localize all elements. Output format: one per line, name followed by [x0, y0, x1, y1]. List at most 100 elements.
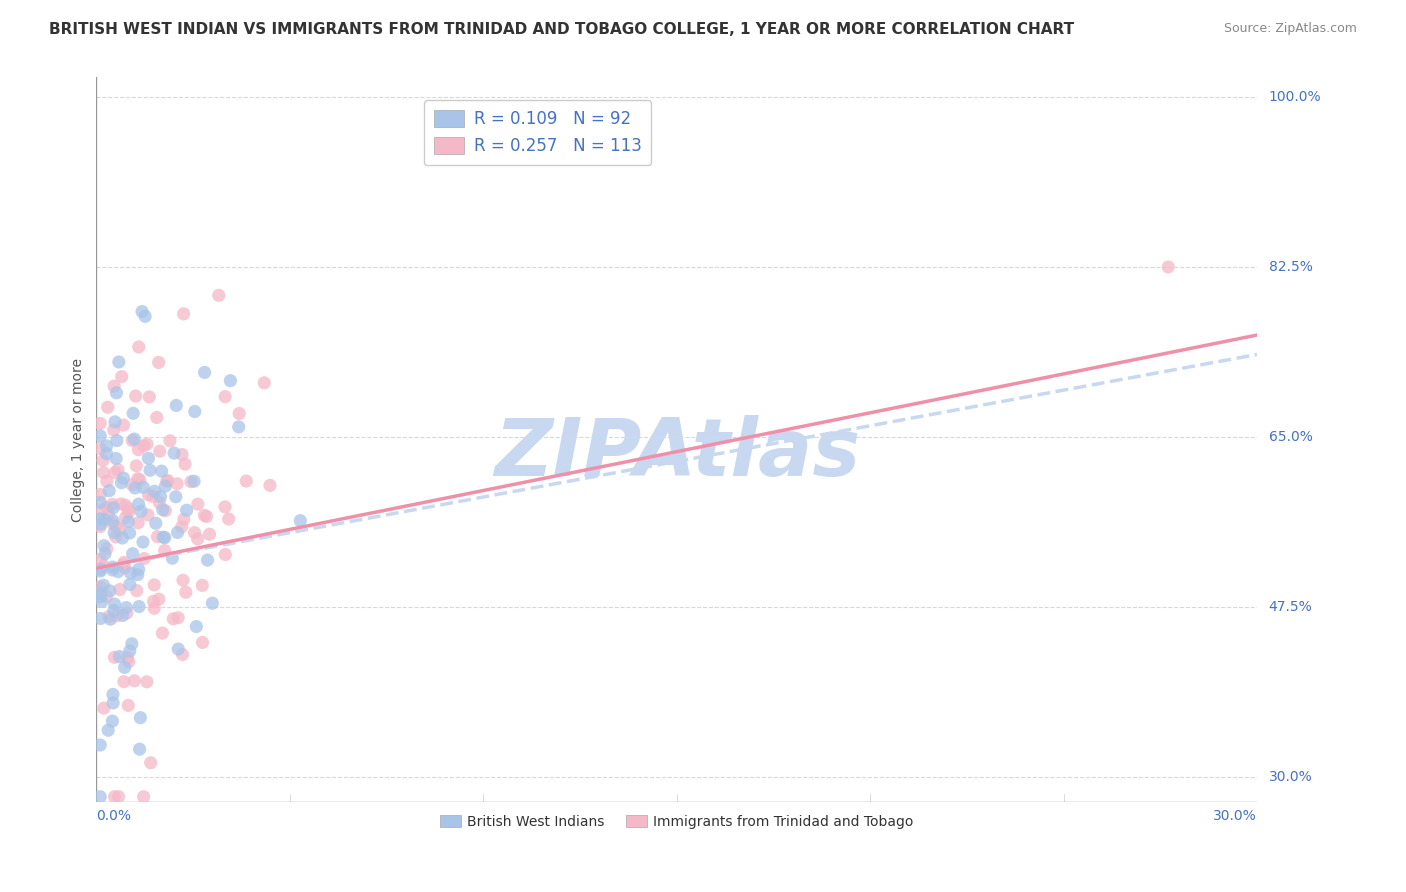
Point [136, 508, 159, 522]
Point [103, 525, 125, 540]
Text: 100.0%: 100.0% [1268, 90, 1322, 103]
Point [129, 711, 152, 725]
Point [93, 559, 115, 574]
Point [214, 500, 236, 514]
Point [103, 517, 125, 532]
Point [101, 688, 124, 702]
Point [139, 756, 162, 770]
Point [128, 497, 150, 511]
Point [89, 519, 111, 533]
Point [107, 789, 129, 804]
Point [97, 401, 120, 415]
Point [120, 566, 142, 580]
Point [97, 609, 120, 624]
Point [128, 742, 150, 756]
Point [89, 495, 111, 509]
Point [111, 608, 134, 623]
Point [153, 531, 176, 545]
Point [150, 626, 173, 640]
Point [110, 497, 132, 511]
Text: 47.5%: 47.5% [1268, 600, 1313, 615]
Point [89, 586, 111, 600]
Point [163, 446, 186, 460]
Point [114, 561, 136, 575]
Point [117, 698, 139, 713]
Point [97, 508, 120, 522]
Point [89, 512, 111, 526]
Point [124, 481, 146, 495]
Point [103, 650, 125, 665]
Point [121, 547, 143, 561]
Point [89, 429, 111, 443]
Point [108, 355, 131, 369]
Point [194, 366, 217, 380]
Point [101, 514, 124, 528]
Point [107, 565, 129, 579]
Point [176, 503, 198, 517]
Point [155, 504, 177, 518]
Point [112, 558, 135, 572]
Point [101, 497, 124, 511]
Point [208, 288, 231, 302]
Point [138, 488, 160, 502]
Point [173, 307, 195, 321]
Point [170, 448, 193, 462]
Text: ZIPAtlas: ZIPAtlas [494, 415, 860, 493]
Point [114, 660, 136, 674]
Point [124, 673, 146, 688]
Point [187, 497, 209, 511]
Point [145, 516, 167, 531]
Point [89, 580, 111, 594]
Point [96, 439, 118, 453]
Point [132, 535, 155, 549]
Point [214, 390, 236, 404]
Point [114, 498, 136, 512]
Point [165, 399, 187, 413]
Point [105, 608, 128, 623]
Point [96, 541, 118, 556]
Text: Source: ZipAtlas.com: Source: ZipAtlas.com [1223, 22, 1357, 36]
Point [148, 496, 170, 510]
Point [128, 473, 150, 487]
Point [121, 637, 143, 651]
Point [218, 512, 240, 526]
Point [149, 444, 172, 458]
Point [118, 577, 141, 591]
Point [108, 582, 131, 597]
Point [117, 515, 139, 529]
Point [173, 512, 195, 526]
Point [214, 548, 236, 562]
Point [122, 432, 145, 446]
Point [132, 480, 155, 494]
Point [162, 551, 184, 566]
Point [180, 475, 202, 489]
Point [97, 723, 120, 738]
Point [132, 789, 155, 804]
Point [153, 543, 176, 558]
Point [101, 714, 124, 728]
Point [170, 520, 193, 534]
Point [93, 539, 115, 553]
Point [101, 563, 124, 577]
Point [142, 489, 165, 503]
Point [166, 476, 188, 491]
Point [89, 590, 111, 604]
Point [89, 417, 111, 431]
Point [118, 644, 141, 658]
Point [219, 374, 242, 388]
Point [105, 519, 128, 533]
Point [146, 530, 169, 544]
Point [138, 451, 160, 466]
Point [152, 530, 174, 544]
Point [105, 451, 128, 466]
Point [118, 655, 141, 669]
Point [174, 585, 197, 599]
Point [90, 504, 112, 518]
Point [104, 530, 127, 544]
Point [184, 404, 207, 418]
Point [112, 418, 135, 433]
Point [98, 583, 121, 598]
Text: 0.0%: 0.0% [97, 809, 131, 823]
Point [235, 474, 257, 488]
Point [129, 504, 152, 518]
